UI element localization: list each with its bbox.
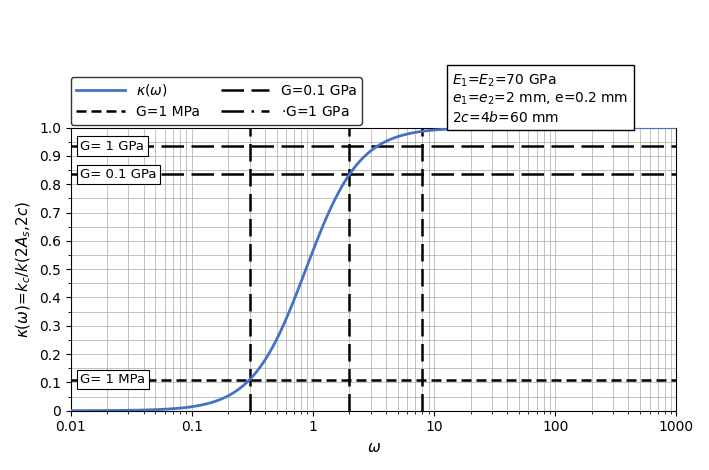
- Legend: $\kappa(\omega)$, G=1 MPa, G=0.1 GPa, $\cdot$G=1 GPa: $\kappa(\omega)$, G=1 MPa, G=0.1 GPa, $\…: [71, 77, 362, 125]
- Text: G= 1 GPa: G= 1 GPa: [80, 140, 144, 153]
- Text: $E_1$=$E_2$=70 GPa
$e_1$=$e_2$=2 mm, e=0.2 mm
2$c$=4$b$=60 mm: $E_1$=$E_2$=70 GPa $e_1$=$e_2$=2 mm, e=0…: [452, 72, 629, 125]
- Text: G= 0.1 GPa: G= 0.1 GPa: [80, 168, 157, 181]
- Y-axis label: $\kappa(\omega)$=$k_c$/$k$($2A_s$,$2c$): $\kappa(\omega)$=$k_c$/$k$($2A_s$,$2c$): [15, 201, 33, 338]
- Text: G= 1 MPa: G= 1 MPa: [80, 373, 145, 386]
- X-axis label: $\omega$: $\omega$: [367, 440, 381, 455]
